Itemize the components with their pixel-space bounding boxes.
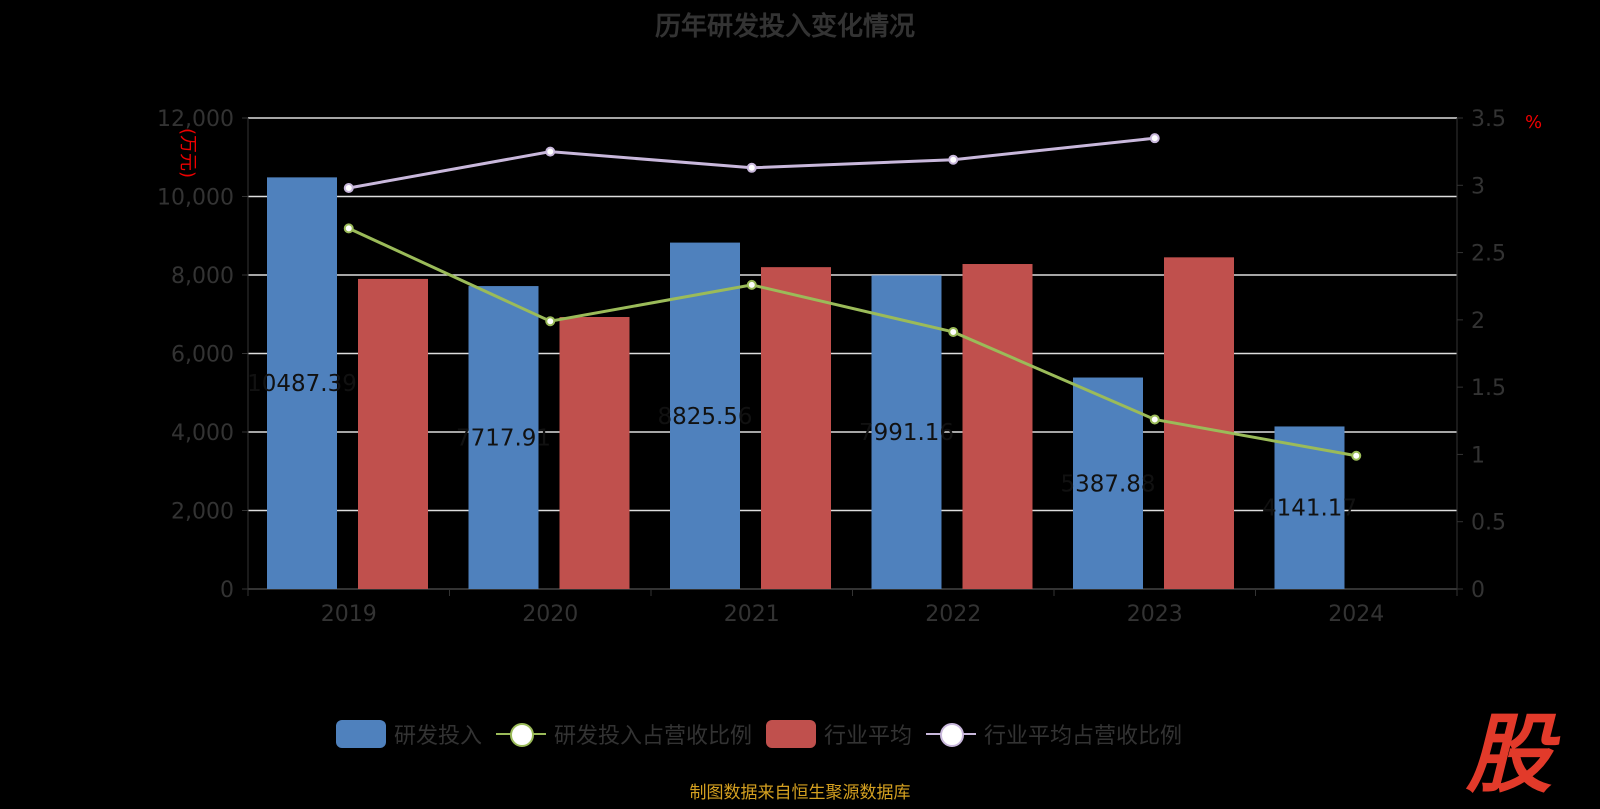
legend-label: 行业平均占营收比例	[984, 724, 1183, 749]
data-point	[343, 182, 354, 193]
x-tick-label: 2021	[724, 602, 780, 627]
data-point	[545, 146, 556, 157]
legend-item-industry[interactable]: 行业平均	[766, 718, 912, 750]
x-tick-label: 2024	[1328, 602, 1384, 627]
data-point	[343, 223, 354, 234]
y-tick-label-right: 2.5	[1471, 242, 1506, 267]
data-point	[948, 326, 959, 337]
legend-swatch-bar	[336, 720, 386, 748]
legend-label: 研发投入	[394, 724, 483, 749]
data-point	[948, 154, 959, 165]
legend-swatch-line	[496, 720, 547, 748]
legend-swatch-line	[926, 720, 977, 748]
data-label: 8825.56	[657, 404, 752, 430]
bar-industry	[962, 264, 1033, 589]
data-point	[746, 162, 757, 173]
legend-item-rd-ratio[interactable]: 研发投入占营收比例	[496, 718, 752, 750]
data-point	[1351, 450, 1362, 461]
data-point	[746, 279, 757, 290]
y-tick-label-right: 3	[1471, 174, 1485, 199]
y-tick-label-left: 2,000	[171, 500, 234, 525]
legend-label: 研发投入占营收比例	[554, 724, 753, 749]
data-point	[1149, 133, 1160, 144]
y-axis-label-left: (万元)	[177, 128, 198, 178]
data-label: 7717.91	[456, 426, 551, 452]
y-tick-label-left: 10,000	[157, 186, 234, 211]
bar-rd	[468, 286, 539, 589]
bar-rd	[1073, 377, 1143, 589]
x-tick-label: 2022	[925, 602, 981, 627]
x-tick-label: 2019	[321, 602, 377, 627]
chart-title: 历年研发投入变化情况	[654, 12, 915, 42]
series-line	[348, 226, 1357, 458]
bar-industry	[559, 316, 630, 589]
bar-rd	[1274, 426, 1345, 589]
data-label: 7991.16	[859, 420, 954, 446]
data-label: 10487.39	[247, 371, 357, 397]
bar-industry	[761, 267, 831, 589]
bar-rd	[267, 177, 337, 590]
bar-rd	[670, 242, 740, 589]
y-tick-label-right: 0	[1471, 578, 1485, 603]
y-tick-label-left: 12,000	[157, 107, 234, 132]
bar-industry	[358, 278, 428, 589]
x-tick-label: 2020	[522, 602, 578, 627]
x-tick-label: 2023	[1127, 602, 1183, 627]
y-axis-label-right: %	[1525, 112, 1542, 133]
legend-item-rd[interactable]: 研发投入	[336, 718, 482, 750]
data-label: 4141.17	[1262, 496, 1357, 522]
y-tick-label-right: 1	[1471, 443, 1485, 468]
source-note: 制图数据来自恒生聚源数据库	[689, 783, 911, 803]
legend-swatch-bar	[766, 720, 817, 748]
y-tick-label-right: 3.5	[1471, 107, 1506, 132]
y-tick-label-left: 6,000	[171, 343, 234, 368]
y-tick-label-right: 0.5	[1471, 511, 1506, 536]
logo: 股	[1466, 705, 1552, 805]
y-tick-label-left: 0	[220, 578, 234, 603]
legend-label: 行业平均	[824, 724, 913, 749]
data-label: 5387.88	[1060, 471, 1155, 497]
y-tick-label-left: 4,000	[171, 421, 234, 446]
legend-item-industry-ratio[interactable]: 行业平均占营收比例	[926, 718, 1182, 750]
y-tick-label-right: 1.5	[1471, 376, 1506, 401]
legend: 研发投入 研发投入占营收比例 行业平均 行业平均占营收比例	[336, 718, 1196, 750]
data-point	[545, 316, 556, 327]
y-tick-label-left: 8,000	[171, 264, 234, 289]
y-tick-label-right: 2	[1471, 309, 1485, 334]
data-point	[1149, 414, 1160, 425]
